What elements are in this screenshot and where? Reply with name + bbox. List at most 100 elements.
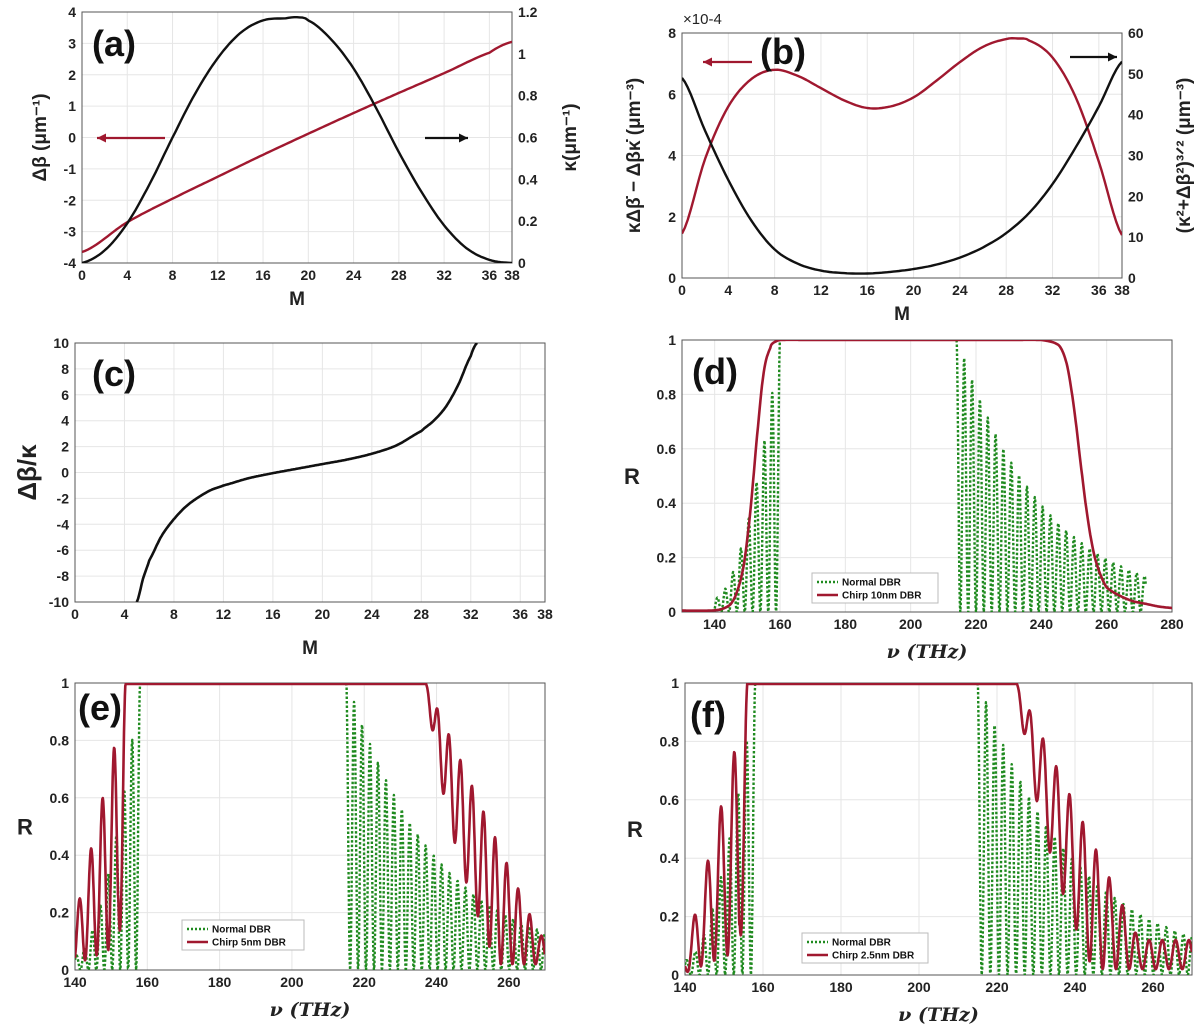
series-normal-dbr-right	[976, 683, 1192, 975]
y-tick-label: 1	[668, 332, 676, 348]
x-tick-label: 32	[463, 606, 479, 622]
plot-area	[685, 683, 1192, 975]
x-tick-label: 240	[425, 974, 449, 990]
x-tick-label: 28	[998, 282, 1014, 298]
y-tick-label: 1	[68, 98, 76, 114]
x-tick-label: 260	[1095, 616, 1119, 632]
x-tick-label: 32	[1045, 282, 1061, 298]
y-axis-label: R	[17, 815, 33, 840]
series-delta-beta-line	[82, 40, 512, 254]
left-arrow-red-head	[97, 133, 106, 143]
y-tick-label: 6	[61, 387, 69, 403]
x-tick-label: 8	[170, 606, 178, 622]
y-tick-label: 0.8	[50, 732, 70, 748]
y-right-tick-label: 60	[1128, 25, 1144, 41]
y-tick-label: -8	[57, 568, 70, 584]
left-arrow-red-head	[703, 57, 712, 67]
y-multiplier: ×10-4	[683, 11, 722, 28]
legend-label-normal: Normal DBR	[842, 578, 902, 589]
series-group	[82, 16, 512, 263]
series-group	[682, 340, 1172, 612]
y-axis-label: Δβ (μm⁻¹)	[30, 93, 51, 181]
legend-box	[181, 919, 305, 951]
axes-frame	[74, 342, 546, 603]
y-right-tick-label: 40	[1128, 107, 1144, 123]
y-tick-label: 0.6	[660, 792, 680, 808]
x-axis-label: ν (THz)	[898, 1004, 979, 1026]
y-tick-label: 0	[61, 465, 69, 481]
y-tick-label: 6	[668, 86, 676, 102]
y-tick-label: 4	[61, 413, 69, 429]
series-group	[685, 683, 1192, 975]
x-tick-label: 140	[63, 974, 87, 990]
x-tick-label: 4	[121, 606, 129, 622]
x-tick-label: 220	[964, 616, 988, 632]
x-tick-label: 260	[1141, 979, 1165, 995]
series-group	[682, 37, 1122, 275]
x-tick-label: 140	[673, 979, 697, 995]
panel-label: (b)	[760, 31, 806, 72]
legend-label-normal: Normal DBR	[832, 938, 892, 949]
y-right-tick-label: 10	[1128, 229, 1144, 245]
x-tick-label: 0	[71, 606, 79, 622]
axes-frame	[681, 32, 1123, 279]
x-tick-label: 180	[829, 979, 853, 995]
series-chirp-dbr	[682, 340, 1172, 612]
y-tick-label: 2	[68, 67, 76, 83]
y-right-tick-label: 1.2	[518, 4, 538, 20]
x-tick-label: 160	[136, 974, 160, 990]
y-right-tick-label: 1	[518, 46, 526, 62]
x-tick-label: 280	[1160, 616, 1184, 632]
panel-b: 0 4 8 12 16 20 24 28 32 36 38024680102030405060(b)…	[624, 11, 1195, 325]
x-tick-label: 20	[301, 267, 317, 283]
y-tick-label: 3	[68, 35, 76, 51]
x-axis-label: M	[894, 304, 910, 325]
y-right-tick-label: 30	[1128, 148, 1144, 164]
y-tick-label: -2	[64, 192, 77, 208]
right-arrow-black-head	[1108, 52, 1117, 62]
y-tick-label: 0.8	[660, 733, 680, 749]
series-normal-dbr-left	[685, 683, 757, 975]
y-axis-label: R	[627, 817, 643, 842]
y-tick-label: 1	[61, 675, 69, 691]
x-axis-label: M	[302, 638, 318, 659]
legend-label-chirp: Chirp 10nm DBR	[842, 591, 922, 602]
y-tick-label: 0.4	[657, 495, 677, 511]
x-tick-label: 28	[391, 267, 407, 283]
x-tick-label: 20	[315, 606, 331, 622]
series-normal-dbr-left	[75, 683, 142, 970]
y-tick-label: 0.4	[660, 850, 680, 866]
x-tick-label: 24	[364, 606, 380, 622]
x-tick-label: 36	[1091, 282, 1107, 298]
x-tick-label: 180	[208, 974, 232, 990]
y-tick-label: -4	[64, 255, 77, 271]
y-tick-label: 2	[61, 439, 69, 455]
x-tick-label: 200	[899, 616, 923, 632]
series-kappa-line	[82, 16, 512, 263]
x-tick-label: 28	[414, 606, 430, 622]
y-right-tick-label: 20	[1128, 188, 1144, 204]
y-tick-label: -2	[57, 490, 70, 506]
x-tick-label: 24	[346, 267, 362, 283]
x-tick-label: 240	[1063, 979, 1087, 995]
series-chirp-dbr	[75, 683, 545, 966]
y-tick-label: 0	[671, 967, 679, 983]
x-tick-label: 220	[353, 974, 377, 990]
panel-label: (c)	[92, 353, 136, 394]
y-tick-label: 0	[668, 270, 676, 286]
plot-area	[682, 340, 1172, 612]
panel-e: 140 160 180 200 220 240 260 0 0.2 0.4 0.6 0.8 1 (e) No…	[17, 675, 546, 1021]
y-tick-label: 1	[671, 675, 679, 691]
y-tick-label: 4	[668, 148, 676, 164]
x-tick-label: 8	[771, 282, 779, 298]
panel-d: 140 160 180 200 220 240 260 280 0 0.2 0.4 0.6 0.8 1 (d…	[624, 332, 1184, 663]
y-right-tick-label: 0	[518, 255, 526, 271]
y-axis-label: R	[624, 464, 640, 489]
y-tick-label: 0.2	[50, 905, 70, 921]
series-ratio-line	[135, 343, 478, 602]
y-tick-label: 4	[68, 4, 76, 20]
y-tick-label: 8	[61, 361, 69, 377]
x-tick-label: 4	[724, 282, 732, 298]
y-tick-label: 8	[668, 25, 676, 41]
